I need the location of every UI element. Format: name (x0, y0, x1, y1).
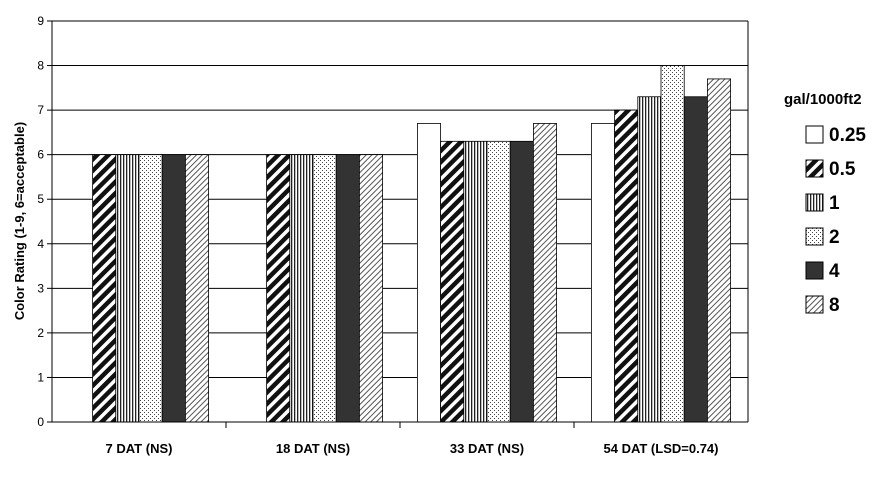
x-category-label: 54 DAT (LSD=0.74) (604, 441, 719, 456)
legend-swatch (805, 227, 824, 246)
y-tick-label: 7 (37, 103, 44, 117)
legend-swatch (805, 159, 824, 178)
bar (463, 140, 488, 423)
bar (614, 109, 639, 423)
legend-swatch (805, 125, 824, 144)
bar (440, 140, 465, 423)
axes: 0 1 2 3 4 5 6 7 8 9 7 DAT (NS) 18 DAT (NS) 33 DAT (N… (37, 14, 749, 456)
y-tick-label: 4 (37, 237, 44, 251)
legend-label: 0.25 (829, 125, 866, 146)
legend-title: gal/1000ft2 (784, 91, 862, 108)
y-tick-label: 6 (37, 148, 44, 162)
bar (161, 154, 186, 423)
y-tick-label: 5 (37, 192, 44, 206)
bar (138, 154, 163, 423)
bar (660, 65, 685, 423)
legend-swatch (805, 193, 824, 212)
bar (683, 96, 708, 423)
bar (533, 123, 558, 423)
x-category-label: 18 DAT (NS) (276, 441, 350, 456)
x-category-label: 33 DAT (NS) (450, 441, 524, 456)
bar (416, 123, 441, 423)
bars (92, 65, 732, 423)
bar (289, 154, 314, 423)
y-tick-label: 9 (37, 14, 44, 28)
legend-swatch (805, 261, 824, 280)
bar (115, 154, 140, 423)
y-tick-label: 8 (37, 59, 44, 73)
bar (707, 78, 732, 423)
bar (92, 154, 117, 423)
bar (184, 154, 209, 423)
legend-label: 2 (829, 227, 840, 248)
legend: gal/1000ft2 0.25 0.5 1 2 4 8 (784, 91, 866, 316)
bar (591, 123, 616, 423)
y-tick-label: 1 (37, 370, 44, 384)
legend-label: 1 (829, 193, 840, 214)
bar (312, 154, 337, 423)
y-tick-label: 2 (37, 326, 44, 340)
bar (637, 96, 662, 423)
bar (509, 140, 534, 423)
x-category-label: 7 DAT (NS) (106, 441, 173, 456)
bar (266, 154, 291, 423)
bar (358, 154, 383, 423)
legend-label: 4 (829, 261, 840, 282)
bar (486, 140, 511, 423)
legend-swatch (805, 295, 824, 314)
y-tick-label: 0 (37, 415, 44, 429)
y-axis-label: Color Rating (1-9, 6=acceptable) (12, 122, 27, 320)
legend-label: 0.5 (829, 159, 856, 180)
legend-label: 8 (829, 295, 840, 316)
y-tick-label: 3 (37, 281, 44, 295)
bar (335, 154, 360, 423)
